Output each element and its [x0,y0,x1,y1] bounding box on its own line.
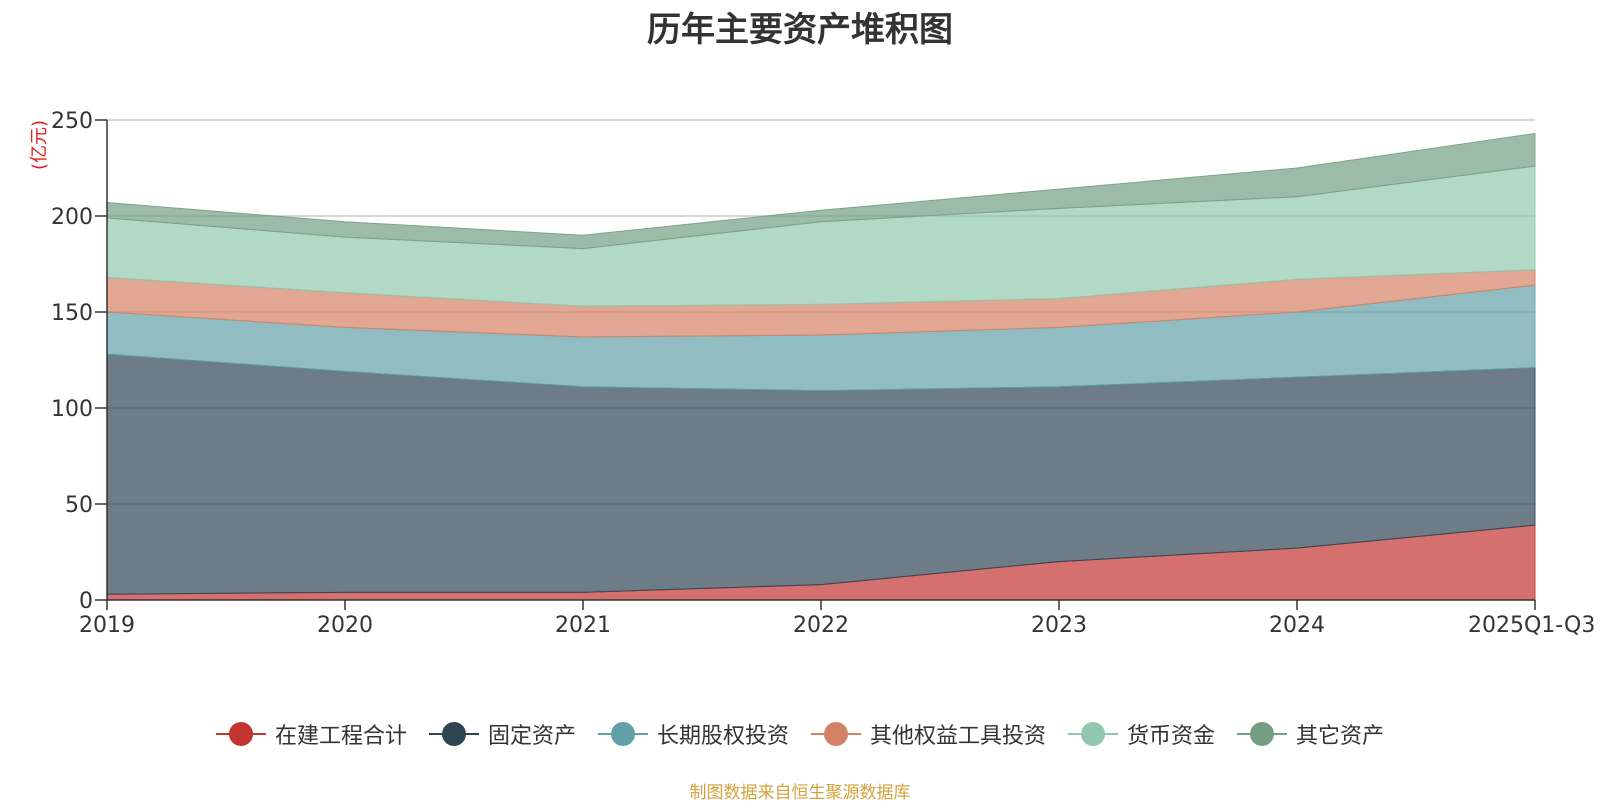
legend-label: 货币资金 [1127,724,1216,749]
x-tick-label: 2024 [1269,613,1325,638]
legend-swatch-icon [811,722,861,746]
x-tick-label: 2022 [793,613,849,638]
x-tick-label: 2020 [317,613,373,638]
x-tick-label: 2023 [1031,613,1087,638]
source-note: 制图数据来自恒生聚源数据库 [689,783,911,803]
legend-swatch-icon [597,722,648,746]
y-tick-label: 0 [79,589,93,614]
legend-item[interactable]: 其它资产 [1237,718,1384,750]
legend-label: 其它资产 [1296,724,1385,749]
legend-label: 长期股权投资 [656,724,789,749]
legend-swatch-icon [1237,722,1288,746]
legend-swatch-icon [215,722,266,746]
legend-label: 其他权益工具投资 [870,724,1047,749]
legend: 在建工程合计 固定资产 长期股权投资 其他权益工具投资 货币资金 其它资产 [0,718,1600,750]
axes: 0 50 100 150 200 250 2019 2020 2021 2022 2023 2024 2… [51,109,1595,638]
area-series [106,132,1536,601]
y-tick-label: 50 [65,493,93,518]
legend-item[interactable]: 长期股权投资 [597,718,789,750]
y-tick-label: 150 [51,301,93,326]
y-tick-label: 200 [51,205,93,230]
chart-title: 历年主要资产堆积图 [647,10,953,50]
legend-swatch-icon [428,722,479,746]
legend-swatch-icon [1068,722,1119,746]
x-tick-label: 2019 [79,613,135,638]
legend-label: 固定资产 [487,724,576,749]
y-tick-label: 100 [51,397,93,422]
area-series-6 [106,132,1536,250]
legend-item[interactable]: 在建工程合计 [215,718,407,750]
x-tick-label: 2025Q1-Q3 [1468,613,1595,638]
legend-item[interactable]: 货币资金 [1068,718,1215,750]
y-axis-unit-label: (亿元) [29,120,50,170]
legend-item[interactable]: 其他权益工具投资 [811,718,1046,750]
y-tick-label: 250 [51,109,93,134]
legend-item[interactable]: 固定资产 [428,718,576,750]
legend-label: 在建工程合计 [274,724,407,749]
x-tick-label: 2021 [555,613,611,638]
